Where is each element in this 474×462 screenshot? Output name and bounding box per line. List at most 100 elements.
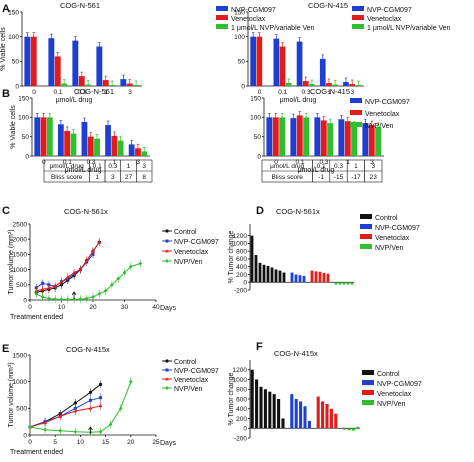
legend-label: Control <box>174 229 197 236</box>
y-tick-label: 1000 <box>13 379 28 386</box>
panel-letter: D <box>256 205 264 217</box>
y-tick-label: 50 <box>22 134 30 141</box>
bar <box>325 403 329 429</box>
bar <box>343 82 349 86</box>
legend-marker <box>165 359 169 363</box>
legend-swatch <box>216 6 228 11</box>
chart-title: COG-N-415 <box>308 1 348 10</box>
bar <box>316 396 320 429</box>
table-cell: 27 <box>125 174 133 181</box>
x-axis-label: μmol/L drug <box>298 167 335 174</box>
panel-letter: A <box>2 3 10 15</box>
data-point <box>97 240 102 244</box>
y-tick-label: 50 <box>12 59 20 66</box>
y-tick-label: 0 <box>23 297 27 304</box>
bar <box>266 265 270 283</box>
bar <box>120 79 127 86</box>
data-point <box>72 297 76 302</box>
table-cell: 8 <box>142 174 146 181</box>
legend-swatch <box>350 98 362 103</box>
y-tick-label: 800 <box>236 248 247 255</box>
bar <box>133 85 140 86</box>
data-point <box>66 275 70 279</box>
legend-label: NVP-CGM097 <box>174 239 219 246</box>
table-cell: -1 <box>318 174 324 181</box>
x-tick-label: 0.3 <box>301 89 310 96</box>
data-point <box>98 429 103 434</box>
data-point <box>59 279 64 284</box>
series-line <box>29 383 101 428</box>
table-cell: 0.3 <box>108 163 117 170</box>
y-tick-label: 100 <box>234 34 245 41</box>
y-tick-label: 1500 <box>13 352 28 359</box>
bar <box>321 401 325 429</box>
x-axis-label: Days <box>160 440 176 447</box>
bar <box>327 123 334 156</box>
legend-marker <box>165 249 169 253</box>
legend-label: Control <box>375 215 398 222</box>
bar <box>303 406 307 429</box>
panel-f: F COG-N-415x -200 0 200 400 600 800 1000 1200% Tu… <box>228 341 422 442</box>
bar <box>24 36 31 86</box>
legend-marker <box>165 229 169 233</box>
data-point <box>47 296 51 301</box>
data-point <box>58 428 63 433</box>
data-point <box>58 414 63 418</box>
panel-e: E COG-N-415x 0 500 1000 1500 Tumor volume (mm³… <box>2 343 219 456</box>
data-point <box>78 297 83 302</box>
legend-marker <box>165 368 169 372</box>
data-point <box>108 422 113 427</box>
bar <box>278 270 282 283</box>
legend-label: Venetoclax <box>174 377 209 384</box>
x-tick-label: 10 <box>58 304 66 311</box>
bar <box>111 135 118 156</box>
bar <box>326 83 332 86</box>
data-point <box>91 249 95 253</box>
y-tick-label: 0 <box>15 83 19 90</box>
bar <box>105 125 111 156</box>
legend-label: NVP-CGM097 <box>367 7 412 14</box>
panel-letter: C <box>2 205 10 217</box>
data-point <box>88 390 93 394</box>
legend-label: Venetoclax <box>377 391 412 398</box>
y-tick-label: 0 <box>23 432 27 439</box>
legend-swatch <box>360 234 372 239</box>
bar <box>296 115 303 156</box>
table-cell: μmol/L drug <box>270 163 305 170</box>
x-tick-label: 0 <box>274 159 278 166</box>
series-line <box>29 405 101 428</box>
data-point <box>73 401 77 405</box>
bar <box>48 38 55 86</box>
legend-swatch <box>352 15 364 20</box>
bar <box>332 84 338 86</box>
data-point <box>88 406 93 410</box>
bar <box>46 117 53 156</box>
data-point <box>91 294 95 299</box>
x-tick-label: 40 <box>152 304 160 311</box>
bar <box>285 83 292 86</box>
bar <box>309 84 315 86</box>
x-tick-label: 0.3 <box>77 89 86 96</box>
y-tick-label: 150 <box>8 9 19 16</box>
bar <box>342 282 346 285</box>
data-point <box>66 297 70 302</box>
x-tick-label: 1 <box>346 159 350 166</box>
x-tick-label: 0 <box>28 304 32 311</box>
y-axis-label: % Tumor change <box>228 372 235 425</box>
bar <box>109 85 116 86</box>
y-tick-label: 50 <box>238 59 246 66</box>
y-tick-label: 0 <box>243 280 247 287</box>
bar <box>263 389 267 429</box>
bar <box>350 282 354 285</box>
data-point <box>99 396 103 400</box>
bar <box>85 84 92 86</box>
y-tick-label: 1000 <box>233 377 248 384</box>
y-tick-label: 1500 <box>13 252 28 259</box>
bar <box>70 133 77 156</box>
bar <box>34 117 41 156</box>
data-point <box>59 297 64 302</box>
table-cell: 23 <box>370 174 378 181</box>
y-tick-label: -200 <box>234 287 247 294</box>
legend-label: NVP-CGM097 <box>365 99 410 106</box>
